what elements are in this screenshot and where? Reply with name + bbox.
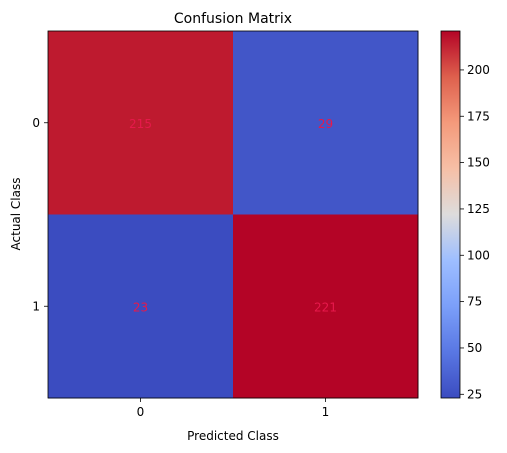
colorbar: 25 50 75 100 125 150 175 200	[440, 30, 490, 401]
colorbar-tick-label: 125	[467, 202, 490, 216]
cell-value-label: 215	[129, 117, 152, 131]
colorbar-tick-label: 200	[467, 63, 490, 77]
y-tick-label: 1	[32, 299, 40, 313]
heatmap-cell	[233, 214, 419, 399]
heatmap-cell	[48, 31, 234, 215]
colorbar-gradient	[440, 30, 461, 399]
colorbar-tick-label: 175	[467, 109, 490, 123]
heatmap-cells	[48, 31, 419, 399]
chart-title: Confusion Matrix	[174, 11, 292, 27]
y-axis-label: Actual Class	[9, 178, 23, 251]
colorbar-ticks: 25 50 75 100 125 150 175 200	[460, 63, 490, 401]
colorbar-tick-label: 100	[467, 248, 490, 262]
x-tick-label: 1	[322, 405, 330, 419]
cell-value-label: 23	[133, 300, 148, 314]
heatmap-cell	[233, 31, 419, 215]
cell-value-label: 29	[318, 117, 333, 131]
colorbar-tick-label: 50	[467, 341, 482, 355]
colorbar-tick-label: 25	[467, 387, 482, 401]
y-axis: 01	[32, 116, 48, 313]
x-axis-label: Predicted Class	[187, 429, 279, 443]
x-tick-label: 0	[137, 405, 145, 419]
heatmap-cell	[48, 214, 234, 399]
cell-value-label: 221	[314, 300, 337, 314]
colorbar-tick-label: 75	[467, 295, 482, 309]
plot-frame	[47, 30, 419, 399]
cell-value-labels: 215 29 23 221	[129, 117, 337, 315]
colorbar-tick-label: 150	[467, 156, 490, 170]
y-tick-label: 0	[32, 116, 40, 130]
